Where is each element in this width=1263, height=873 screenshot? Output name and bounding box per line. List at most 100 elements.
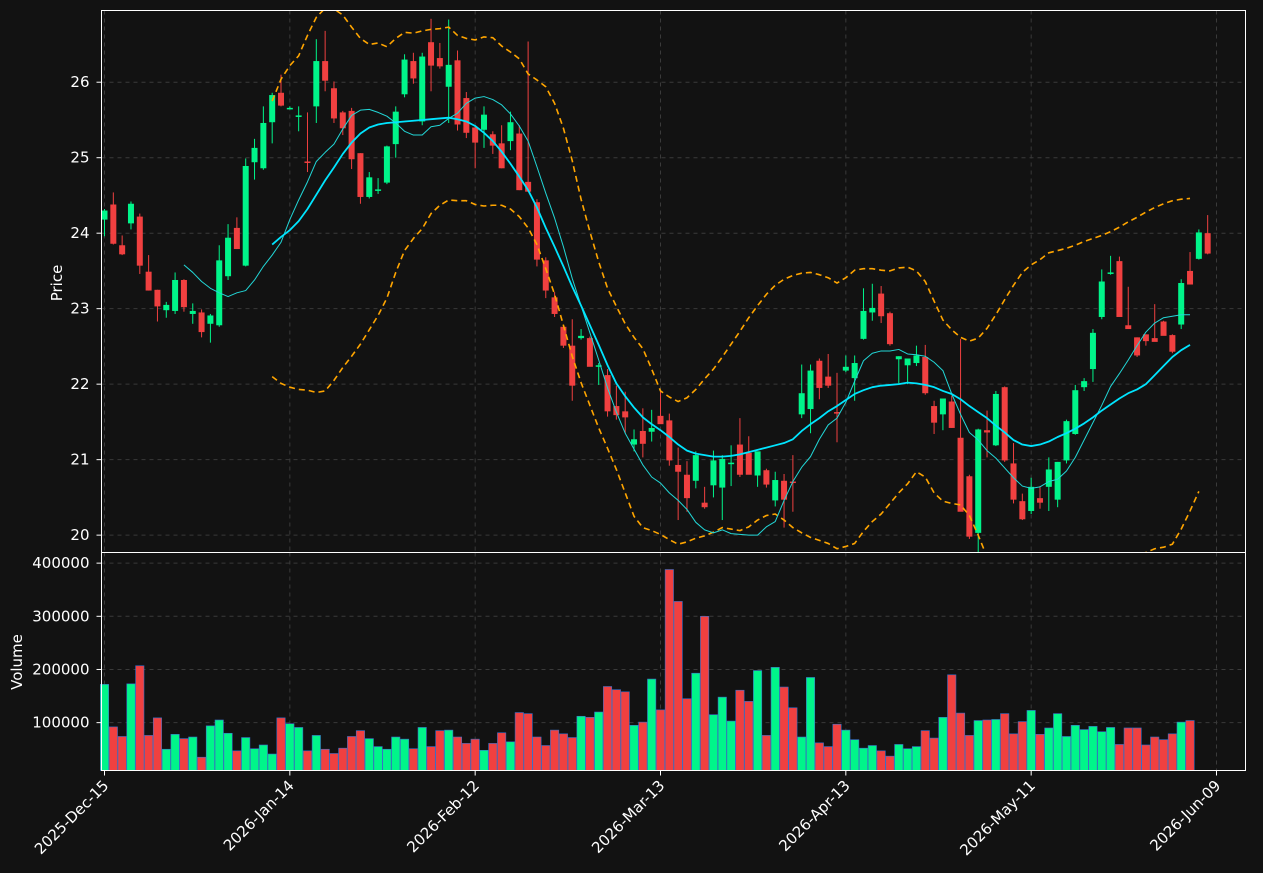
volume-bar bbox=[444, 729, 454, 771]
volume-bar bbox=[673, 601, 683, 771]
volume-bar bbox=[1017, 721, 1027, 771]
volume-bar bbox=[417, 727, 427, 771]
volume-bar bbox=[691, 672, 701, 771]
volume-bar bbox=[294, 727, 304, 771]
candle-body bbox=[781, 480, 788, 500]
candle-body bbox=[198, 312, 205, 333]
candle-body bbox=[463, 98, 470, 133]
candle-body bbox=[1072, 390, 1079, 434]
volume-bar bbox=[408, 748, 418, 771]
volume-bar bbox=[550, 729, 560, 771]
candle-body bbox=[330, 88, 337, 119]
candle-body bbox=[604, 375, 611, 412]
volume-bar bbox=[1026, 710, 1036, 771]
volume-bar bbox=[488, 743, 498, 771]
candle-body bbox=[551, 297, 558, 314]
candle-body bbox=[957, 437, 964, 512]
candle-body bbox=[207, 315, 214, 324]
candle-body bbox=[313, 61, 320, 107]
volume-bar bbox=[276, 717, 286, 771]
candle-body bbox=[922, 356, 929, 394]
bollinger-upper-line bbox=[271, 10, 1191, 403]
candle-body bbox=[1054, 461, 1061, 500]
volume-bar bbox=[347, 736, 357, 771]
candle-body bbox=[189, 310, 196, 314]
volume-bar bbox=[806, 677, 816, 771]
volume-bar bbox=[841, 729, 851, 771]
volume-bar bbox=[1097, 731, 1107, 771]
candle-body bbox=[569, 345, 576, 386]
candle-body bbox=[1107, 272, 1114, 274]
volume-bar bbox=[391, 736, 401, 771]
volume-bar bbox=[1009, 733, 1019, 771]
volume-bar bbox=[1132, 727, 1142, 771]
volume-bar bbox=[885, 755, 895, 771]
volume-bar bbox=[267, 753, 277, 771]
candle-body bbox=[657, 415, 664, 425]
volume-axis-label: Volume bbox=[8, 634, 26, 690]
slow-moving-average-line bbox=[271, 116, 1191, 458]
volume-bar bbox=[479, 749, 489, 771]
volume-tick-label: 400000 bbox=[32, 554, 89, 572]
candle-body bbox=[816, 360, 823, 388]
candle-body bbox=[851, 363, 858, 379]
candle-body bbox=[1019, 501, 1026, 520]
candle-body bbox=[1089, 332, 1096, 370]
candle-body bbox=[1187, 270, 1194, 285]
volume-bar bbox=[585, 717, 595, 771]
candle-body bbox=[410, 61, 417, 79]
candle-body bbox=[595, 365, 602, 367]
volume-bar bbox=[647, 678, 657, 771]
candle-body bbox=[304, 161, 311, 163]
candle-body bbox=[578, 335, 585, 339]
volume-bar bbox=[903, 748, 913, 771]
volume-bar bbox=[541, 745, 551, 771]
candle-body bbox=[516, 133, 523, 191]
candle-body bbox=[728, 462, 735, 465]
candle-body bbox=[269, 95, 276, 123]
volume-bar bbox=[655, 709, 665, 771]
volume-bar bbox=[1061, 736, 1071, 771]
volume-bar bbox=[832, 723, 842, 771]
volume-bar bbox=[373, 746, 383, 771]
volume-bar bbox=[779, 686, 789, 771]
candle-body bbox=[401, 59, 408, 95]
candle-body bbox=[913, 355, 920, 364]
volume-bar bbox=[788, 707, 798, 771]
volume-bar bbox=[108, 726, 118, 771]
volume-bar bbox=[1079, 729, 1089, 771]
price-tick-label: 21 bbox=[70, 451, 89, 469]
candle-body bbox=[251, 147, 258, 163]
candle-body bbox=[878, 293, 885, 317]
candle-body bbox=[1045, 469, 1052, 487]
candle-body bbox=[454, 60, 461, 125]
candle-body bbox=[242, 166, 249, 266]
volume-bar bbox=[523, 713, 533, 771]
candle-body bbox=[860, 310, 867, 339]
price-tick-label: 24 bbox=[70, 224, 89, 242]
volume-bar bbox=[956, 712, 966, 771]
candle-body bbox=[613, 406, 620, 416]
candle-body bbox=[1160, 321, 1167, 336]
volume-bar bbox=[814, 742, 824, 771]
candle-body bbox=[419, 56, 426, 122]
candle-body bbox=[719, 458, 726, 488]
volume-bar bbox=[770, 667, 780, 771]
candle-body bbox=[436, 58, 443, 67]
volume-panel-frame bbox=[101, 552, 1246, 771]
volume-bar bbox=[620, 691, 630, 771]
volume-bar bbox=[1000, 713, 1010, 771]
volume-bar bbox=[594, 711, 604, 771]
volume-bar bbox=[797, 736, 807, 771]
volume-bar bbox=[1176, 721, 1186, 771]
volume-bar bbox=[761, 735, 771, 771]
volume-bar bbox=[514, 712, 524, 771]
candle-body bbox=[966, 476, 973, 537]
volume-bar bbox=[1035, 734, 1045, 771]
candle-body bbox=[754, 451, 761, 476]
volume-bar bbox=[1150, 736, 1160, 771]
candle-body bbox=[163, 304, 170, 311]
candle-body bbox=[631, 439, 638, 445]
candle-body bbox=[1098, 281, 1105, 317]
